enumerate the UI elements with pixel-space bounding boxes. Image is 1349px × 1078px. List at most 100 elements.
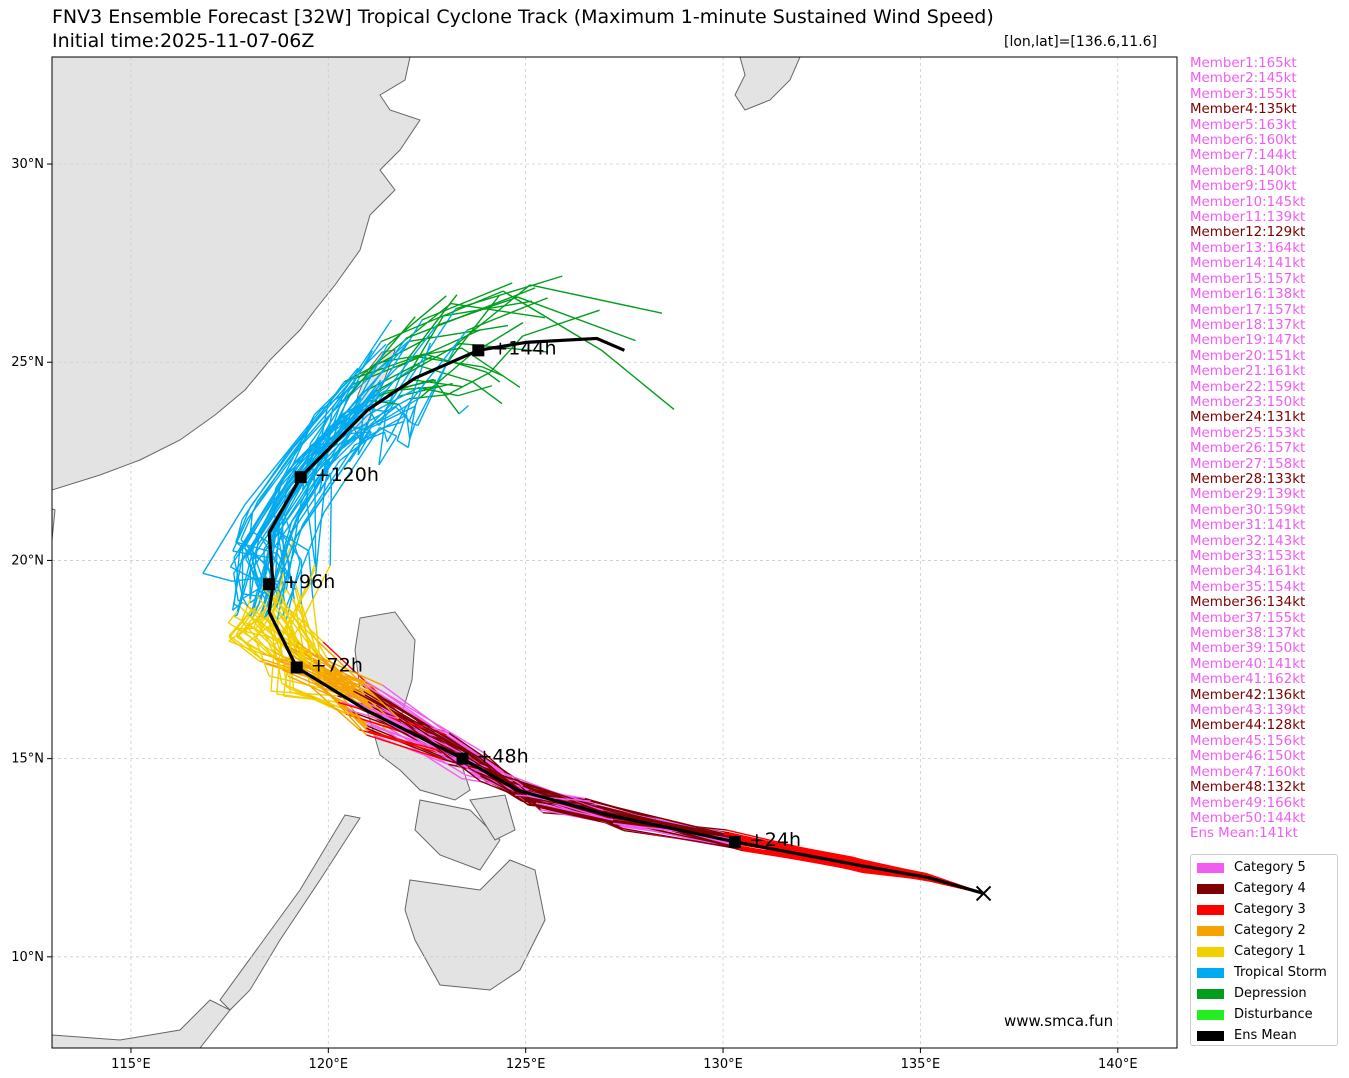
member-track-segment: [396, 342, 432, 441]
member-track-segment: [387, 295, 447, 346]
member-track-segment: [309, 341, 382, 444]
member-track-segment: [259, 585, 272, 599]
member-track-segment: [863, 860, 926, 875]
member-track-segment: [237, 586, 263, 602]
member-track-segment: [291, 565, 331, 641]
member-track-segment: [287, 675, 358, 709]
x-tick-label: 130°E: [703, 1057, 743, 1072]
member-track-segment: [244, 631, 276, 660]
member-track-segment: [328, 398, 348, 450]
member-track-segment: [285, 553, 295, 600]
member-track-segment: [407, 406, 417, 448]
forecast-hour-label: +24h: [749, 829, 801, 851]
member-track-segment: [291, 443, 340, 522]
member-track-segment: [378, 415, 387, 466]
palawan: [219, 814, 361, 1011]
member-track-segment: [517, 296, 636, 342]
legend-swatch: [1197, 988, 1224, 999]
member-track-segment: [274, 528, 310, 552]
member-track-segment: [738, 848, 869, 873]
start-coordinate-label: [lon,lat]=[136.6,11.6]: [1004, 34, 1158, 50]
member-track-segment: [274, 658, 364, 693]
member-track-segment: [295, 438, 365, 537]
member-intensity-item: Member43:139kt: [1190, 703, 1306, 719]
member-track-segment: [466, 297, 548, 332]
member-track-segment: [276, 693, 339, 704]
member-intensity-item: Member29:139kt: [1190, 487, 1306, 503]
forecast-hour-label: +144h: [492, 337, 556, 359]
hainan: [52, 508, 56, 541]
member-track-segment: [233, 557, 243, 594]
member-intensity-item: Member30:159kt: [1190, 502, 1306, 518]
member-intensity-item: Member15:157kt: [1190, 271, 1306, 287]
member-track-segment: [397, 329, 480, 368]
member-intensity-item: Member5:163kt: [1190, 117, 1297, 133]
member-intensity-item: Member4:135kt: [1190, 102, 1297, 118]
member-track-segment: [313, 472, 316, 490]
member-track-segment: [332, 319, 393, 409]
member-track-segment: [253, 606, 278, 630]
member-track-segment: [238, 635, 267, 665]
member-track-segment: [458, 385, 493, 397]
member-track-segment: [253, 628, 286, 658]
member-track-segment: [309, 685, 360, 731]
legend-swatch: [1197, 904, 1224, 915]
member-track-segment: [317, 680, 367, 736]
member-track-segment: [251, 518, 278, 610]
mean-position-marker: [294, 471, 307, 484]
member-track-segment: [859, 868, 931, 882]
member-track-segment: [370, 399, 400, 405]
member-track-segment: [480, 775, 523, 802]
member-intensity-item: Member14:141kt: [1190, 256, 1306, 272]
start-position-marker: [975, 885, 992, 902]
member-intensity-item: Member44:128kt: [1190, 718, 1306, 734]
member-track-segment: [202, 572, 233, 582]
member-intensity-item: Member25:153kt: [1190, 425, 1306, 441]
member-intensity-item: Member40:141kt: [1190, 656, 1306, 672]
member-track-segment: [522, 785, 622, 829]
member-track-segment: [353, 690, 468, 753]
member-intensity-item: Member10:145kt: [1190, 194, 1306, 210]
member-track-segment: [367, 730, 447, 754]
member-track-segment: [228, 637, 260, 662]
member-track-segment: [375, 342, 461, 392]
member-track-segment: [378, 435, 398, 466]
member-track-segment: [458, 404, 469, 415]
member-track-segment: [241, 454, 288, 520]
member-intensity-item: Member50:144kt: [1190, 810, 1306, 826]
forecast-hour-label: +72h: [311, 654, 363, 676]
member-track-segment: [251, 557, 260, 592]
member-track-segment: [417, 386, 459, 397]
member-intensity-item: Member36:134kt: [1190, 595, 1306, 611]
legend-item: Category 1: [1197, 944, 1306, 959]
legend-item: Category 4: [1197, 881, 1306, 896]
x-axis-ticks: 115°E 120°E 125°E 130°E 135°E 140°E: [111, 1048, 1138, 1072]
member-intensity-item: Member28:133kt: [1190, 471, 1306, 487]
member-track-segment: [307, 550, 314, 599]
member-track-segment: [409, 425, 415, 440]
member-track-segment: [235, 519, 243, 543]
legend-item: Ens Mean: [1197, 1028, 1297, 1043]
member-track-segment: [416, 364, 473, 383]
member-track-segment: [343, 379, 385, 429]
member-track-segment: [446, 734, 524, 787]
member-track-segment: [407, 324, 509, 343]
member-intensity-item: Member46:150kt: [1190, 749, 1306, 765]
mean-position-marker: [290, 661, 303, 674]
member-intensity-item: Member26:157kt: [1190, 441, 1306, 457]
member-intensity-item: Member6:160kt: [1190, 133, 1297, 149]
member-track-segment: [236, 636, 270, 657]
legend-label: Category 4: [1234, 881, 1306, 896]
member-track-segment: [336, 405, 365, 422]
member-track-segment: [378, 378, 434, 397]
member-track-segment: [359, 729, 442, 755]
member-intensity-item: Member11:139kt: [1190, 210, 1306, 226]
member-intensity-item: Member45:156kt: [1190, 733, 1306, 749]
member-intensity-item: Member31:141kt: [1190, 518, 1306, 534]
member-track-segment: [254, 638, 270, 677]
borneo-tip: [52, 999, 231, 1048]
member-track-segment: [232, 601, 244, 611]
member-track-segment: [396, 439, 409, 449]
member-intensity-item: Member18:137kt: [1190, 317, 1306, 333]
